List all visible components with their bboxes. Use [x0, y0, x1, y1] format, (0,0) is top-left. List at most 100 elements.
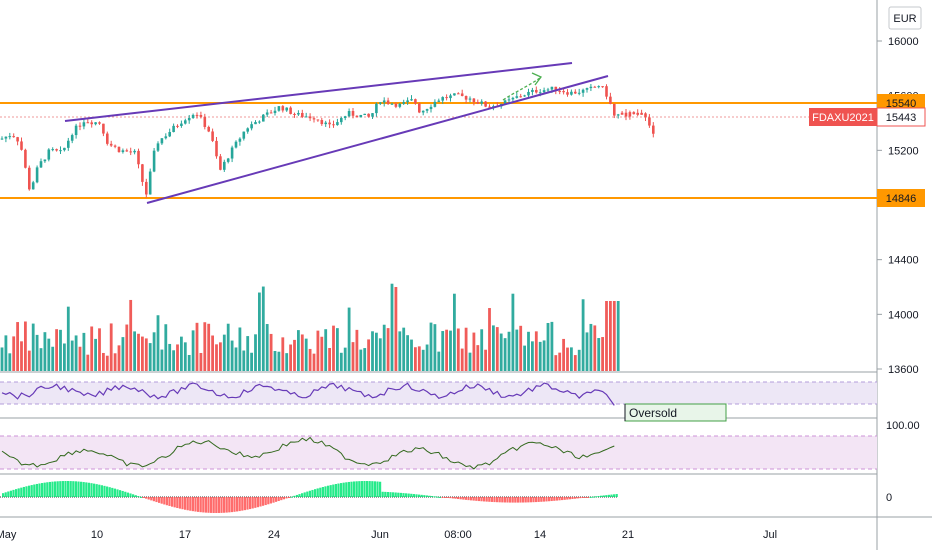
oscillator-bar [444, 497, 447, 498]
volume-bar [172, 350, 175, 371]
oscillator-bar [516, 497, 519, 503]
volume-bar [16, 322, 19, 371]
oscillator-bar [610, 494, 613, 497]
oscillator-bar [462, 497, 465, 500]
volume-bar [406, 335, 409, 371]
candle-body [63, 147, 66, 151]
oscillator-bar [158, 497, 161, 503]
oscillator-bar [124, 491, 127, 497]
oscillator-bar [181, 497, 184, 510]
volume-bar [187, 354, 191, 371]
oscillator-bar [420, 494, 423, 497]
oscillator-bar [199, 497, 202, 513]
candle-body [386, 100, 390, 104]
wedge-lower-trendline[interactable] [146, 75, 609, 204]
oscillator-bar [613, 494, 616, 497]
candle-body [184, 120, 187, 124]
oscillator-bar [537, 497, 540, 502]
volume-bar [160, 349, 164, 371]
oscillator-bar [147, 497, 150, 500]
volume-bar [468, 352, 472, 371]
volume-bar [484, 349, 487, 371]
candle-body [39, 161, 43, 168]
volume-bar [382, 324, 386, 371]
volume-bar [250, 352, 253, 371]
candle-body [125, 150, 129, 152]
candle-body [273, 110, 277, 114]
oscillator-bar [358, 481, 361, 497]
candle-body [476, 102, 480, 104]
symbol-label: FDAXU2021 [812, 112, 874, 124]
oscillator-bar [243, 497, 246, 511]
volume-bar [199, 352, 203, 371]
candle-body [238, 138, 242, 142]
currency-box[interactable] [888, 6, 922, 30]
price-tick-label: 14000 [888, 309, 919, 321]
candle-body [558, 90, 561, 92]
volume-bar [254, 334, 257, 371]
volume-bar [538, 341, 542, 371]
oscillator-bar [548, 497, 551, 502]
oscillator-bar [103, 485, 106, 497]
oscillator-bar [20, 487, 23, 497]
oscillator-bar [282, 497, 285, 500]
oscillator-bar [399, 492, 402, 497]
volume-bar [445, 329, 448, 371]
candle-body [293, 113, 296, 115]
oscillator-bar [236, 497, 239, 512]
candle-body [168, 132, 171, 137]
volume-bar [503, 338, 507, 371]
candle-body [480, 101, 483, 104]
price-tick-label: 14400 [888, 255, 919, 267]
oscillator-bar [542, 497, 545, 502]
candle-body [262, 114, 265, 122]
volume-bar [285, 353, 289, 371]
volume-bar [566, 347, 569, 371]
volume-bar [546, 322, 550, 371]
volume-bar [74, 335, 78, 371]
volume-bar [414, 347, 417, 371]
volume-bar [0, 347, 4, 371]
volume-bar [570, 347, 573, 371]
oscillator-bar [85, 482, 88, 497]
oscillator-bar [51, 481, 54, 497]
oscillator-bar [116, 489, 119, 497]
candle-body [35, 167, 39, 183]
candle-body [581, 89, 585, 93]
price-tick-label: 16000 [888, 36, 919, 48]
oscillator-bar [72, 481, 75, 497]
oscillator-bar [225, 497, 228, 513]
volume-bar [133, 331, 136, 371]
volume-bar [281, 337, 285, 371]
oscillator-bar [472, 497, 475, 501]
wedge-upper-trendline[interactable] [64, 62, 573, 122]
time-tick-label: 08:00 [444, 529, 472, 541]
oscillator-bar [321, 487, 324, 497]
volume-bar [230, 340, 234, 371]
candle-body [78, 125, 82, 127]
candle-body [137, 150, 140, 165]
oscillator-bar [340, 483, 343, 497]
volume-bar [429, 322, 433, 371]
candle-body [449, 95, 452, 99]
volume-bar [215, 344, 218, 371]
symbol-tag[interactable] [809, 108, 877, 126]
oscillator-bar [256, 497, 259, 508]
candle-body [488, 106, 491, 108]
candle-body [289, 107, 292, 114]
volume-bar [117, 345, 121, 371]
oscillator-bar [61, 481, 64, 497]
oscillator-bar [262, 497, 265, 506]
volume-bar [27, 350, 31, 371]
candle-body [176, 125, 179, 127]
oscillator-bar [574, 497, 577, 499]
candle-body [199, 115, 203, 117]
volume-bar [316, 330, 320, 371]
oscillator-bar [202, 497, 205, 513]
oscillator-bar [501, 497, 504, 503]
volume-bar [55, 329, 58, 371]
volume-bar [82, 332, 86, 371]
oscillator-bar [139, 496, 142, 498]
volume-bar [86, 354, 90, 371]
